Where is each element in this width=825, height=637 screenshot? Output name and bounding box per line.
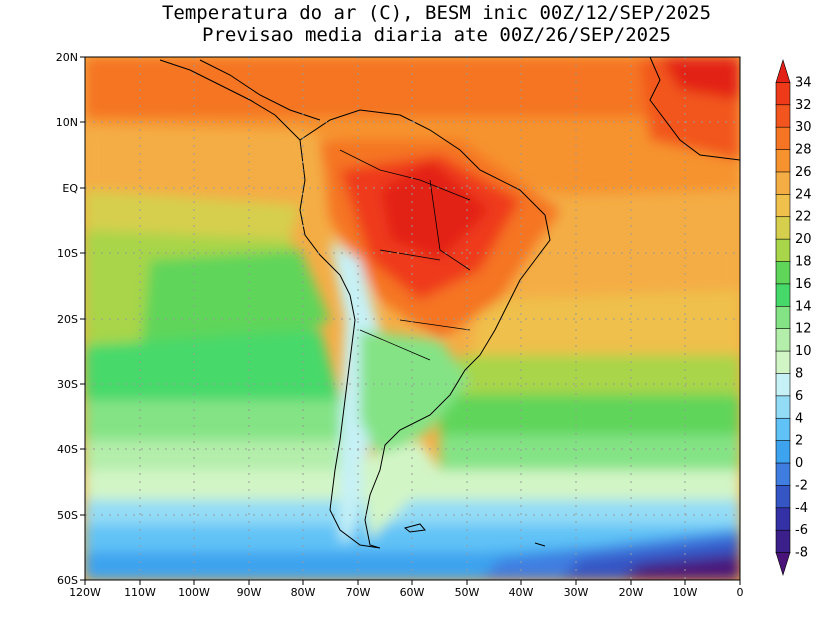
colorbar-swatch [775,462,791,487]
colorbar-label: 22 [795,210,812,225]
colorbar-swatch [775,104,791,128]
colorbar-label: 28 [795,143,812,158]
colorbar-swatch [775,395,791,419]
lon-label: 30W [564,586,589,599]
country-borders [339,149,471,361]
lat-label: 20N [56,51,78,64]
lon-label: 60W [400,586,425,599]
colorbar-swatch [775,306,791,330]
colorbar-swatch [775,328,791,352]
colorbar-label: 10 [795,344,812,359]
lon-label: 0 [737,586,744,599]
africa-coast [649,57,740,161]
lon-label: 40W [509,586,534,599]
colorbar-swatch [775,485,791,509]
colorbar-label: -8 [795,546,808,561]
lat-label: 60S [57,574,78,587]
south-america-coast [299,109,551,549]
latitude-labels: 20N 10N EQ 10S 20S 30S 40S 50S 60S [56,51,79,587]
colorbar-swatch [775,216,791,240]
lon-label: 20W [619,586,644,599]
central-america-coast-2 [199,59,321,121]
colorbar-swatch [775,171,791,195]
lat-label: 50S [57,509,78,522]
colorbar-label: 30 [795,120,812,135]
colorbar-label: 12 [795,322,812,337]
colorbar-label: 6 [795,389,803,404]
south-georgia [534,542,546,547]
colorbar-swatch [775,283,791,307]
temperature-field [85,57,740,580]
coastlines [159,57,740,549]
colorbar-swatch [775,440,791,464]
central-america-coast [159,59,301,141]
lat-label: EQ [62,182,78,195]
colorbar-label: -6 [795,523,808,538]
longitude-labels: 120W 110W 100W 90W 80W 70W 60W 50W 40W 3… [69,586,743,599]
colorbar-label: 14 [795,299,812,314]
lat-label: 10N [56,116,78,129]
colorbar-label: 8 [795,366,803,381]
colorbar-label: 16 [795,277,812,292]
colorbar-swatch [775,529,791,554]
colorbar-swatch [775,417,791,442]
colorbar-label: 4 [795,411,803,426]
lon-label: 80W [291,586,316,599]
chart-title-line1: Temperatura do ar (C), BESM inic 00Z/12/… [161,2,712,24]
colorbar-label: -2 [795,478,808,493]
lon-label: 70W [346,586,371,599]
colorbar-swatch [775,350,791,375]
axis-ticks [80,56,741,585]
lon-label: 100W [178,586,210,599]
colorbar-label: 24 [795,187,812,202]
lat-label: 10S [57,247,78,260]
colorbar-swatch [775,82,791,106]
grid-lines [85,57,740,580]
lon-label: 120W [69,586,101,599]
colorbar-swatch [775,194,791,218]
colorbar-swatch [775,149,791,173]
colorbar-swatch [775,373,791,397]
chart-title-line2: Previsao media diaria ate 00Z/26/SEP/202… [202,24,671,46]
colorbar-label: 34 [795,75,812,90]
colorbar-label: 20 [795,232,812,247]
colorbar-label: 26 [795,165,812,180]
colorbar-label: 32 [795,98,812,113]
colorbar-label: 18 [795,255,812,270]
lat-label: 40S [57,443,78,456]
lat-label: 20S [57,313,78,326]
colorbar-swatch [775,261,791,285]
falklands [403,523,426,533]
colorbar-label: 0 [795,456,803,471]
lon-label: 110W [124,586,156,599]
colorbar-swatch [775,126,791,151]
lat-label: 30S [57,378,78,391]
colorbar-label: 2 [795,434,803,449]
lon-label: 10W [673,586,698,599]
lon-label: 50W [455,586,480,599]
colorbar-swatch [775,552,791,577]
colorbar-swatch [775,58,791,83]
colorbar-label: -4 [795,501,808,516]
lon-label: 90W [237,586,262,599]
colorbar-swatch [775,238,791,263]
colorbar-swatch [775,507,791,531]
